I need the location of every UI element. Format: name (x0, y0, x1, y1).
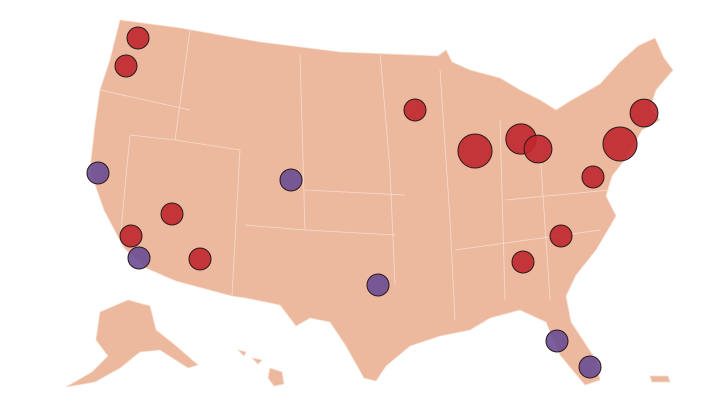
bubble (549, 224, 573, 248)
florida-keys (649, 375, 671, 383)
hawaii (236, 349, 285, 387)
bubble (114, 54, 138, 78)
bubble (126, 26, 150, 50)
bubble (279, 168, 303, 192)
bubble (523, 134, 553, 164)
bubble (545, 329, 569, 353)
bubble (119, 224, 143, 248)
bubble (629, 98, 659, 128)
bubble (127, 246, 151, 270)
contiguous-us (89, 19, 674, 386)
bubble (602, 126, 638, 162)
bubble (86, 161, 110, 185)
bubble (188, 247, 212, 271)
land (65, 19, 674, 388)
bubble (403, 98, 427, 122)
bubble (457, 133, 493, 169)
bubble (511, 250, 535, 274)
bubble (581, 165, 605, 189)
state-lines (99, 29, 611, 321)
alaska (65, 299, 199, 388)
bubble (578, 355, 602, 379)
bubble (366, 273, 390, 297)
bubble (160, 202, 184, 226)
bubbles (86, 26, 659, 379)
